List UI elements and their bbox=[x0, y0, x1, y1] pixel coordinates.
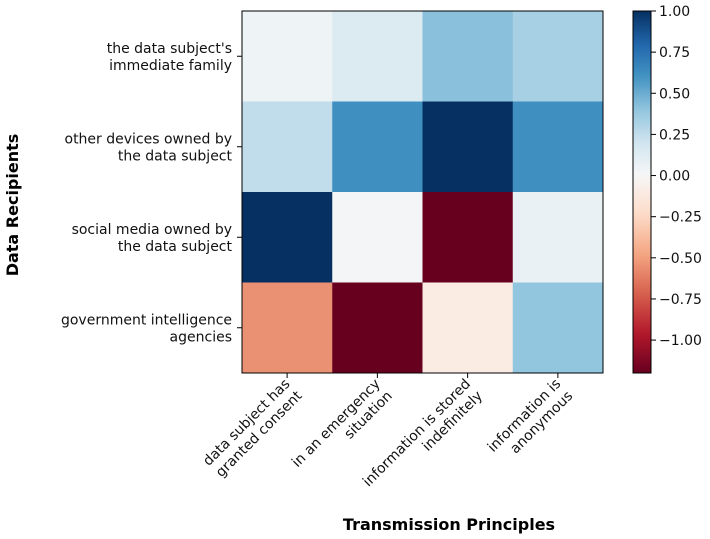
colorbar-tick-label: −0.75 bbox=[659, 292, 702, 308]
heatmap-cell bbox=[332, 101, 423, 193]
y-axis-ticks: the data subject's immediate family other … bbox=[61, 41, 242, 345]
heatmap-cell bbox=[512, 192, 604, 283]
colorbar-tick-label: 0.75 bbox=[659, 45, 690, 61]
heatmap-cell bbox=[242, 282, 333, 374]
heatmap-cell bbox=[512, 282, 604, 374]
colorbar-tick-label: 0.50 bbox=[659, 86, 690, 102]
heatmap-cell bbox=[242, 192, 333, 283]
plot-frame bbox=[241, 10, 604, 374]
colorbar-tick-label: −0.25 bbox=[659, 210, 702, 226]
heatmap-cell bbox=[242, 11, 333, 102]
x-tick-label: information isanonymous bbox=[485, 376, 577, 468]
x-tick-label: data subject hasgranted consent bbox=[200, 376, 306, 482]
y-tick-label: the data subject's immediate family bbox=[107, 41, 232, 74]
colorbar-ticks: 1.00 0.75 0.50 0.25 0.00 −0.25 −0.50 −0.75 −1.00 bbox=[651, 4, 702, 349]
y-axis-title: Data Recipients bbox=[3, 134, 22, 277]
x-axis-title: Transmission Principles bbox=[343, 515, 555, 534]
colorbar-tick-label: −1.00 bbox=[659, 333, 702, 349]
heatmap-cell bbox=[332, 11, 423, 102]
colorbar-tick-label: 0.25 bbox=[659, 127, 690, 143]
heatmap-cell bbox=[422, 282, 514, 374]
y-tick-label: government intelligence agencies bbox=[61, 312, 232, 345]
y-tick-label: other devices owned by the data subject bbox=[65, 131, 233, 164]
heatmap-cell bbox=[332, 282, 423, 374]
heatmap-cell bbox=[512, 11, 604, 102]
y-tick-label: social media owned by the data subject bbox=[72, 222, 233, 255]
colorbar bbox=[632, 10, 652, 374]
heatmap-cell bbox=[422, 101, 514, 193]
heatmap-cell bbox=[422, 11, 514, 102]
colorbar-tick-label: 0.00 bbox=[659, 169, 690, 185]
heatmap-cells bbox=[242, 11, 604, 374]
colorbar-tick-label: −0.50 bbox=[659, 251, 702, 267]
heatmap-cell bbox=[422, 192, 514, 283]
heatmap-cell bbox=[512, 101, 604, 193]
heatmap-cell bbox=[242, 101, 333, 193]
heatmap-cell bbox=[332, 192, 423, 283]
colorbar-tick-label: 1.00 bbox=[659, 4, 690, 20]
